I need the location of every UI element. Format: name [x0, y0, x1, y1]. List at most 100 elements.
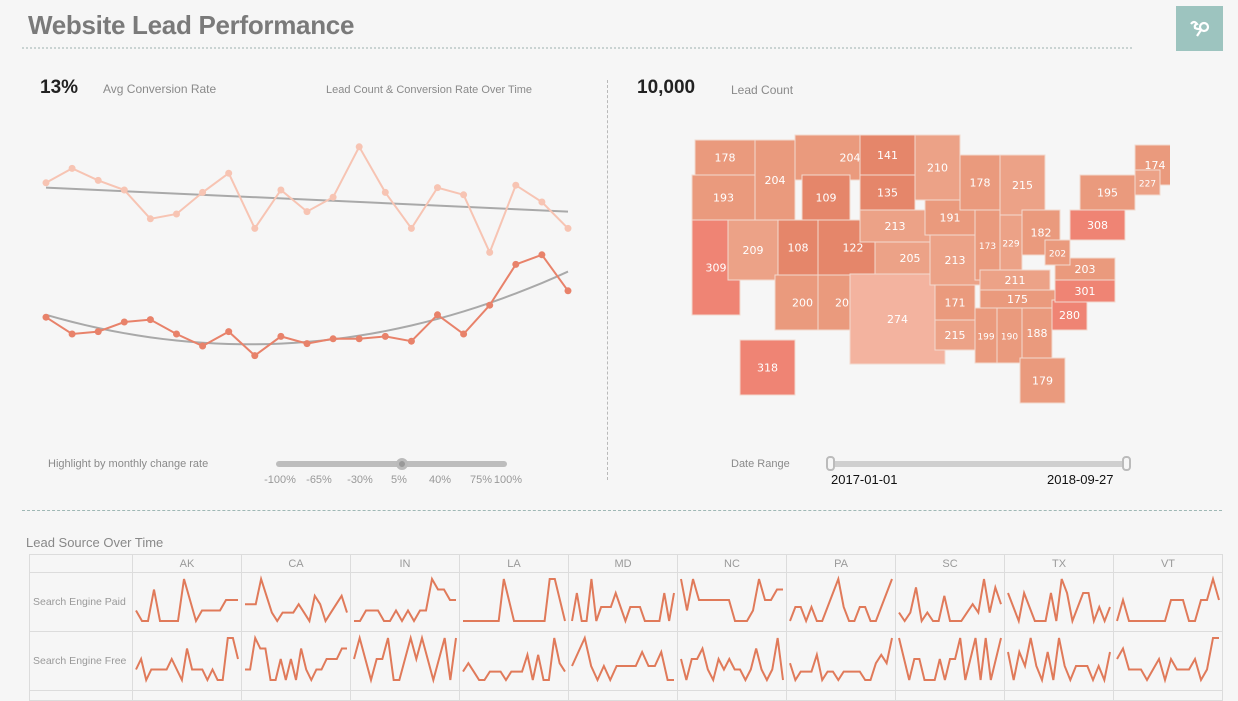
data-point[interactable]: [329, 335, 337, 343]
sparkline[interactable]: [678, 632, 786, 687]
state-vt[interactable]: [1134, 169, 1161, 196]
slider-thumb[interactable]: [396, 458, 408, 470]
data-point[interactable]: [251, 352, 259, 360]
sparkline[interactable]: [242, 573, 350, 628]
column-header[interactable]: LA: [459, 554, 569, 573]
data-point[interactable]: [434, 311, 441, 319]
data-point[interactable]: [146, 316, 154, 324]
state-il[interactable]: [974, 209, 1001, 281]
sparkline[interactable]: [351, 573, 459, 628]
data-point[interactable]: [225, 169, 233, 177]
data-point[interactable]: [120, 318, 128, 326]
data-point[interactable]: [486, 248, 494, 256]
data-point[interactable]: [460, 191, 468, 199]
column-header[interactable]: AK: [132, 554, 242, 573]
sparkline[interactable]: [1005, 573, 1113, 628]
change-rate-slider[interactable]: [276, 461, 507, 467]
sparkline[interactable]: [133, 632, 241, 687]
sparkline[interactable]: [1114, 573, 1222, 628]
column-header[interactable]: SC: [895, 554, 1005, 573]
data-point[interactable]: [173, 330, 180, 338]
sparkline[interactable]: [678, 573, 786, 628]
data-point[interactable]: [538, 251, 546, 259]
sparkline[interactable]: [896, 573, 1004, 628]
data-point[interactable]: [407, 224, 415, 232]
sparkline[interactable]: [787, 632, 895, 687]
logo-icon[interactable]: [1176, 6, 1223, 51]
data-point[interactable]: [460, 330, 468, 338]
state-sd[interactable]: [859, 174, 916, 211]
sparkline[interactable]: [569, 632, 677, 687]
data-point[interactable]: [564, 224, 572, 232]
column-header[interactable]: VT: [1113, 554, 1223, 573]
data-point[interactable]: [355, 335, 363, 343]
state-tx[interactable]: [849, 273, 946, 365]
data-point[interactable]: [42, 313, 50, 321]
sparkline[interactable]: [133, 573, 241, 628]
data-point[interactable]: [564, 287, 572, 295]
state-or[interactable]: [691, 174, 756, 221]
state-wa[interactable]: [694, 139, 756, 176]
sparkline[interactable]: [569, 573, 677, 628]
state-wi[interactable]: [959, 154, 1001, 211]
data-point[interactable]: [434, 184, 441, 192]
data-point[interactable]: [407, 337, 415, 345]
data-point[interactable]: [486, 301, 494, 309]
data-point[interactable]: [199, 188, 207, 196]
state-la[interactable]: [934, 319, 976, 351]
data-point[interactable]: [381, 188, 389, 196]
state-wv[interactable]: [1044, 239, 1071, 266]
sparkline[interactable]: [787, 573, 895, 628]
state-ga[interactable]: [1021, 307, 1053, 359]
sparkline[interactable]: [1114, 632, 1222, 687]
column-header[interactable]: CA: [241, 554, 351, 573]
sparkline[interactable]: [460, 573, 568, 628]
data-point[interactable]: [303, 208, 311, 216]
data-point[interactable]: [68, 164, 76, 172]
data-point[interactable]: [225, 328, 233, 336]
data-point[interactable]: [277, 186, 285, 194]
state-wy[interactable]: [801, 174, 851, 221]
state-sc[interactable]: [1051, 299, 1088, 331]
data-point[interactable]: [173, 210, 180, 218]
sparkline[interactable]: [242, 632, 350, 687]
state-fl[interactable]: [1019, 357, 1066, 404]
state-ar[interactable]: [934, 284, 976, 321]
date-range-slider[interactable]: [830, 461, 1127, 467]
data-point[interactable]: [251, 224, 259, 232]
data-point[interactable]: [538, 198, 546, 206]
state-ne[interactable]: [859, 209, 931, 243]
sparkline[interactable]: [351, 632, 459, 687]
data-point[interactable]: [146, 215, 154, 223]
sparkline[interactable]: [1005, 632, 1113, 687]
state-ut[interactable]: [777, 219, 819, 276]
data-point[interactable]: [120, 186, 128, 194]
data-point[interactable]: [381, 332, 389, 340]
data-point[interactable]: [277, 332, 285, 340]
sparkline[interactable]: [896, 632, 1004, 687]
data-point[interactable]: [68, 330, 76, 338]
state-al[interactable]: [996, 307, 1023, 364]
column-header[interactable]: IN: [350, 554, 460, 573]
date-start-handle[interactable]: [826, 456, 835, 471]
data-point[interactable]: [42, 179, 50, 187]
data-point[interactable]: [512, 181, 520, 189]
data-point[interactable]: [329, 193, 337, 201]
sparkline[interactable]: [460, 632, 568, 687]
data-point[interactable]: [512, 260, 520, 268]
state-oh[interactable]: [1021, 209, 1061, 256]
data-point[interactable]: [199, 342, 207, 350]
column-header[interactable]: TX: [1004, 554, 1114, 573]
data-point[interactable]: [303, 340, 311, 348]
state-ak[interactable]: [739, 339, 796, 396]
state-pa[interactable]: [1069, 209, 1126, 241]
data-point[interactable]: [355, 143, 363, 151]
state-mo[interactable]: [929, 234, 981, 286]
state-nv[interactable]: [727, 219, 779, 281]
column-header[interactable]: MD: [568, 554, 678, 573]
data-point[interactable]: [94, 176, 102, 184]
date-end-handle[interactable]: [1122, 456, 1131, 471]
data-point[interactable]: [94, 328, 102, 336]
column-header[interactable]: PA: [786, 554, 896, 573]
column-header[interactable]: NC: [677, 554, 787, 573]
